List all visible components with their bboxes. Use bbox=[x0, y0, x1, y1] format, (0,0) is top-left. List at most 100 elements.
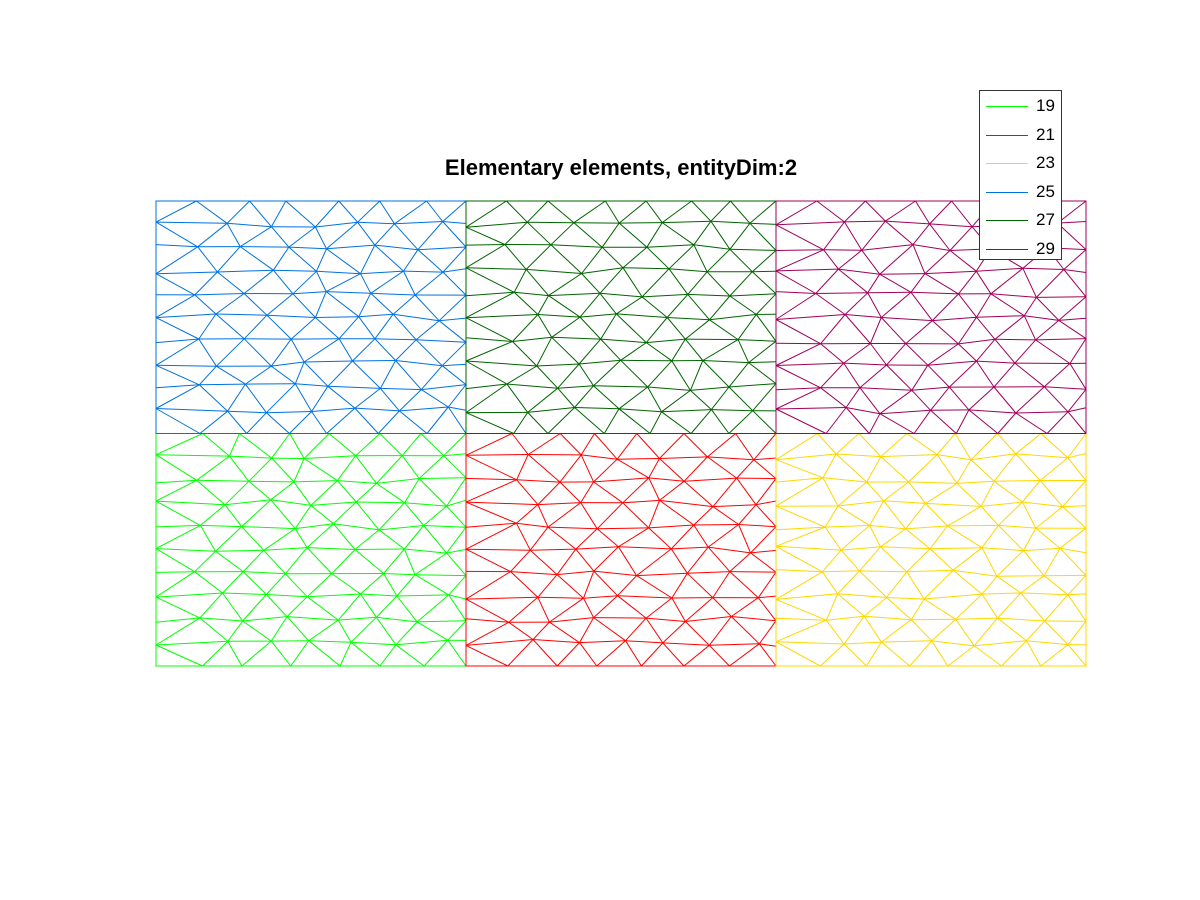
mesh-edge bbox=[155, 548, 216, 552]
mesh-edge bbox=[240, 246, 289, 248]
mesh-edge bbox=[285, 547, 308, 575]
mesh-edge bbox=[536, 363, 580, 367]
mesh-edge bbox=[594, 433, 618, 460]
mesh-edge bbox=[881, 317, 933, 322]
mesh-edge bbox=[1062, 480, 1087, 507]
mesh-edge bbox=[1063, 249, 1087, 270]
mesh-edge bbox=[226, 200, 250, 224]
mesh-edge bbox=[915, 200, 931, 225]
mesh-edge bbox=[350, 616, 377, 643]
mesh-edge bbox=[383, 573, 398, 597]
mesh-edge bbox=[227, 383, 246, 412]
mesh-edge bbox=[758, 620, 777, 645]
mesh-edge bbox=[537, 502, 581, 506]
mesh-edge bbox=[925, 503, 948, 527]
mesh-edge bbox=[423, 525, 447, 554]
mesh-edge bbox=[1044, 386, 1087, 390]
mesh-edge bbox=[729, 552, 751, 572]
mesh-edge bbox=[465, 317, 513, 342]
mesh-edge bbox=[883, 481, 909, 502]
mesh-edge bbox=[442, 271, 467, 296]
mesh-edge bbox=[355, 483, 377, 503]
mesh-edge bbox=[1069, 363, 1087, 390]
mesh-edge bbox=[910, 273, 926, 293]
mesh-edge bbox=[618, 408, 651, 434]
mesh-edge bbox=[337, 593, 361, 621]
mesh-edge bbox=[710, 220, 750, 224]
mesh-edge bbox=[997, 412, 1017, 434]
mesh-edge bbox=[958, 343, 977, 362]
mesh-edge bbox=[465, 454, 529, 456]
mesh-edge bbox=[659, 458, 685, 482]
mesh-edge bbox=[820, 314, 846, 345]
mesh-edge bbox=[394, 200, 427, 225]
mesh-edge bbox=[404, 548, 447, 554]
mesh-edge bbox=[337, 480, 357, 503]
mesh-edge bbox=[155, 313, 216, 319]
mesh-edge bbox=[1014, 362, 1045, 388]
mesh-edge bbox=[465, 596, 538, 600]
mesh-edge bbox=[507, 639, 534, 667]
mesh-edge bbox=[527, 454, 561, 483]
mesh-edge bbox=[421, 384, 467, 391]
mesh-edge bbox=[441, 341, 467, 367]
mesh-edge bbox=[600, 338, 622, 361]
mesh-edge bbox=[668, 268, 708, 273]
mesh-edge bbox=[350, 641, 396, 646]
mesh-edge bbox=[155, 221, 198, 248]
mesh-edge bbox=[751, 250, 777, 273]
mesh-edge bbox=[293, 481, 312, 506]
mesh-edge bbox=[593, 477, 649, 483]
mesh-edge bbox=[838, 268, 880, 275]
mesh-edge bbox=[1035, 527, 1061, 549]
mesh-edge bbox=[947, 505, 982, 527]
mesh-edge bbox=[199, 383, 246, 386]
mesh-edge bbox=[556, 548, 577, 575]
mesh-edge bbox=[911, 386, 950, 391]
mesh-edge bbox=[775, 571, 823, 600]
mesh-edge bbox=[708, 616, 732, 646]
mesh-edge bbox=[646, 342, 673, 362]
mesh-edge bbox=[620, 342, 647, 361]
mesh-edge bbox=[198, 313, 217, 340]
mesh-edge bbox=[378, 529, 405, 550]
mesh-edge bbox=[315, 221, 358, 228]
mesh-edge bbox=[646, 246, 670, 270]
mesh-edge bbox=[775, 224, 824, 251]
mesh-edge bbox=[636, 575, 673, 599]
mesh-edge bbox=[198, 384, 228, 412]
mesh-edge bbox=[753, 433, 777, 461]
mesh-edge bbox=[547, 502, 581, 528]
mesh-edge bbox=[662, 220, 711, 224]
mesh-edge bbox=[241, 526, 296, 530]
mesh-edge bbox=[417, 620, 467, 623]
mesh-edge bbox=[755, 504, 777, 528]
mesh-edge bbox=[841, 546, 881, 551]
mesh-edge bbox=[549, 597, 584, 623]
mesh-edge bbox=[865, 200, 886, 222]
mesh-edge bbox=[636, 548, 672, 576]
mesh-edge bbox=[198, 365, 217, 386]
mesh-edge bbox=[286, 616, 339, 621]
mesh-edge bbox=[292, 293, 316, 318]
mesh-edge bbox=[578, 338, 602, 365]
mesh-edge bbox=[603, 408, 620, 434]
mesh-edge bbox=[880, 433, 908, 457]
mesh-edge bbox=[600, 338, 647, 344]
mesh-edge bbox=[328, 433, 357, 457]
mesh-edge bbox=[333, 501, 357, 525]
mesh-edge bbox=[286, 596, 308, 617]
mesh-edge bbox=[155, 640, 228, 646]
mesh-edge bbox=[155, 200, 197, 223]
mesh-edge bbox=[815, 292, 868, 294]
mesh-edge bbox=[465, 571, 511, 600]
mesh-edge bbox=[504, 244, 527, 270]
mesh-edge bbox=[931, 618, 957, 642]
mesh-edge bbox=[415, 320, 440, 341]
mesh-edge bbox=[593, 617, 647, 619]
mesh-edge bbox=[527, 412, 549, 434]
mesh-edge bbox=[360, 593, 397, 597]
mesh-edge bbox=[315, 271, 327, 292]
mesh-edge bbox=[708, 546, 751, 554]
mesh-edge bbox=[859, 546, 881, 572]
